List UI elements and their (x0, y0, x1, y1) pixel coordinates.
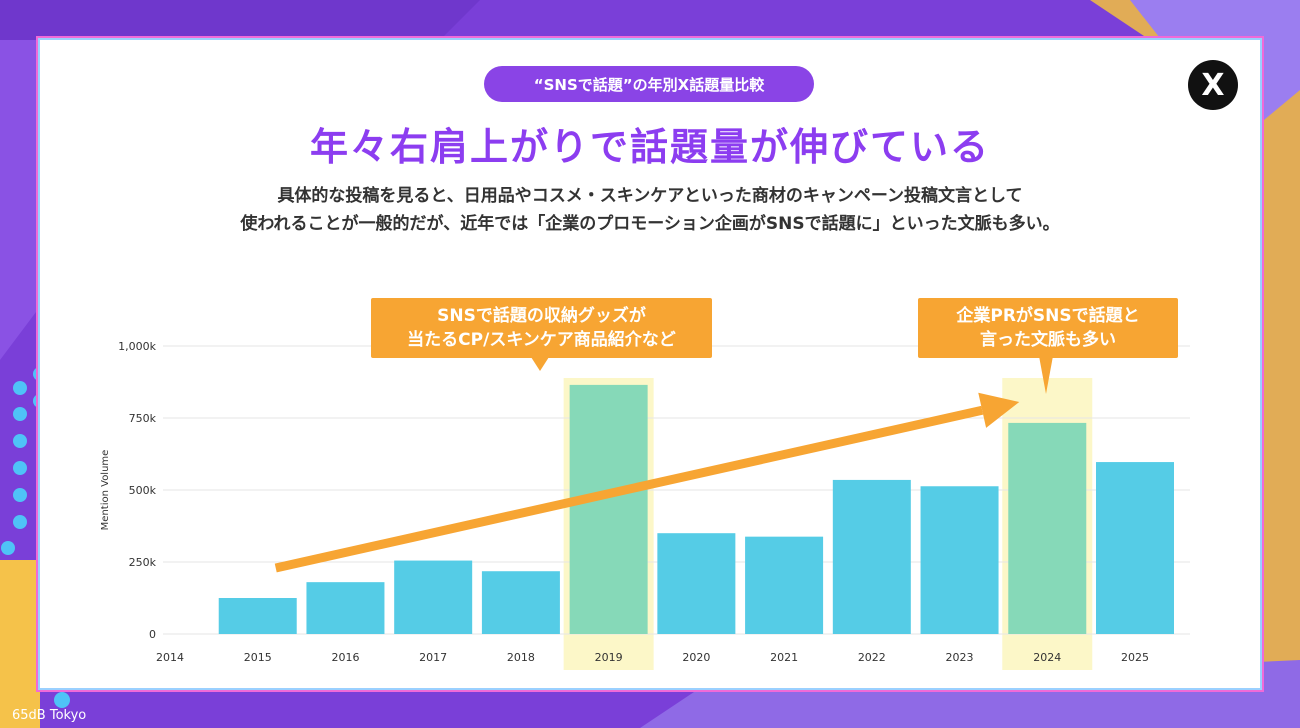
x-tick-label: 2019 (595, 651, 623, 664)
description-line-1: 具体的な投稿を見ると、日用品やコスメ・スキンケアといった商材のキャンペーン投稿文… (277, 186, 1023, 206)
x-tick-label: 2020 (682, 651, 710, 664)
bar-2015 (218, 598, 297, 634)
y-tick-label: 250k (129, 556, 157, 569)
page-title: 年々右肩上がりで話題量が伸びている (309, 125, 990, 169)
y-tick-label: 750k (129, 412, 157, 425)
x-tick-label: 2023 (946, 651, 974, 664)
x-tick-label: 2018 (507, 651, 535, 664)
x-tick-label: 2025 (1121, 651, 1149, 664)
bar-2022 (832, 479, 911, 634)
bar-2024 (1008, 422, 1087, 634)
bar-2020 (657, 533, 736, 634)
callout-2019: SNSで話題の収納グッズが 当たるCP/スキンケア商品紹介など (371, 298, 712, 371)
x-tick-label: 2017 (419, 651, 447, 664)
callout-2024-pointer (1039, 356, 1053, 394)
x-tick-label: 2024 (1033, 651, 1061, 664)
callout-2024: 企業PRがSNSで話題と 言った文脈も多い (918, 298, 1178, 394)
x-tick-label: 2014 (156, 651, 184, 664)
callout-2019-pointer (531, 357, 549, 371)
bar-2025 (1096, 462, 1174, 634)
callout-2019-line-2: 当たるCP/スキンケア商品紹介など (407, 330, 676, 350)
description-text: 具体的な投稿を見ると、日用品やコスメ・スキンケアといった商材のキャンペーン投稿文… (0, 182, 1300, 238)
x-tick-label: 2016 (331, 651, 359, 664)
chart-category-badge: “SNSで話題”の年別X話題量比較 (484, 66, 814, 102)
bar-2016 (306, 582, 385, 634)
y-axis-title: Mention Volume (100, 450, 111, 531)
brand-label: 65dB Tokyo (12, 708, 87, 723)
trend-arrow-shaft (274, 405, 984, 573)
callout-2024-line-1: 企業PRがSNSで話題と (956, 306, 1140, 326)
bar-2018 (481, 571, 560, 634)
x-tick-label: 2021 (770, 651, 798, 664)
bar-2021 (745, 536, 824, 634)
callout-2019-line-1: SNSで話題の収納グッズが (437, 306, 646, 326)
x-tick-label: 2022 (858, 651, 886, 664)
y-tick-label: 0 (149, 628, 156, 641)
bar-2023 (920, 486, 999, 634)
y-tick-label: 1,000k (118, 340, 156, 353)
y-tick-label: 500k (129, 484, 157, 497)
trend-arrow-head (978, 392, 1020, 428)
x-tick-label: 2015 (244, 651, 272, 664)
x-logo-icon: X (1188, 60, 1238, 110)
bar-2019 (569, 384, 648, 634)
description-line-2: 使われることが一般的だが、近年では「企業のプロモーション企画がSNSで話題に」と… (240, 214, 1060, 234)
callout-2024-line-2: 言った文脈も多い (980, 330, 1116, 350)
bar-2017 (394, 560, 473, 634)
